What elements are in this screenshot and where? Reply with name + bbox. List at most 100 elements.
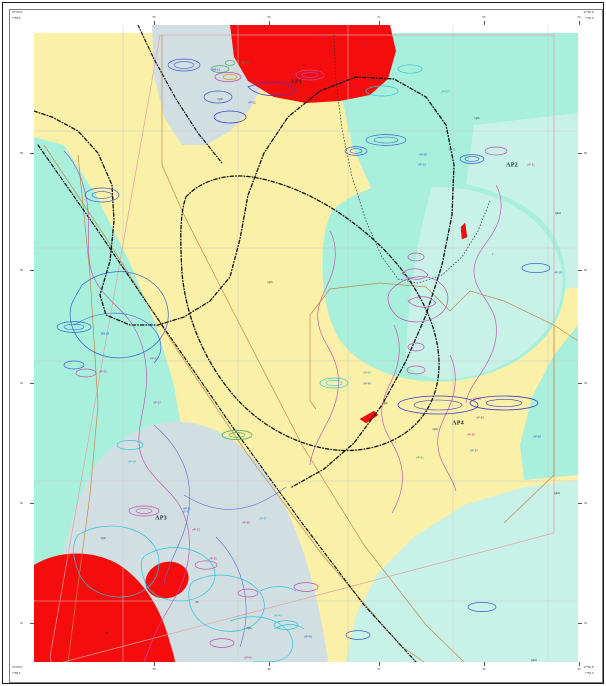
map-unit-label: Qm	[267, 280, 273, 284]
unit-polygon-red-southwest	[34, 553, 175, 662]
map-feature-label: AP-61	[416, 456, 424, 460]
map-feature-label: AP-31	[183, 507, 191, 511]
unit-polygon-palemint-centre	[406, 186, 563, 380]
graticule-tick-bottom	[379, 662, 380, 666]
graticule-tick-label-right: 54	[584, 381, 588, 385]
map-unit-label: Qm	[246, 626, 252, 630]
map-unit-label: r	[492, 252, 494, 256]
map-feature-label: AP-13	[418, 163, 426, 167]
graticule-tick-top	[269, 21, 270, 25]
red-sliver-centre	[359, 410, 379, 424]
corner-coordinate-top-left-lat: 37°56,6'	[12, 10, 23, 14]
map-unit-label: AP4	[452, 419, 464, 427]
map-feature-label: AP-49	[363, 382, 371, 386]
map-unit-label: Qmi	[530, 658, 538, 662]
unit-polygon-red-north	[230, 25, 396, 103]
map-feature-label: AP-35	[209, 557, 217, 561]
map-unit-label: AP2	[506, 161, 518, 169]
graticule-tick-right	[578, 383, 582, 384]
fault-line-major-northwest	[37, 144, 417, 662]
contour-loops	[69, 271, 449, 364]
map-feature-label: AP-09	[419, 153, 427, 157]
graticule-tick-label-top: 57	[377, 15, 381, 19]
map-feature-label: AP-57	[470, 449, 478, 453]
map-feature-label: AP-33	[192, 528, 200, 532]
map-unit-label: A1	[301, 63, 307, 67]
map-feature-label: MB-15	[101, 332, 109, 336]
map-feature-label: AP-19	[554, 271, 562, 275]
graticule-tick-label-top: 56	[267, 15, 271, 19]
red-sliver-northeast	[460, 222, 468, 240]
map-unit-label: Qmi	[553, 491, 561, 495]
map-feature-label: AP-01	[252, 78, 260, 82]
corner-coordinate-bottom-right-lat: 37°50,5'	[583, 664, 594, 669]
graticule-tick-label-left: 55	[20, 268, 24, 272]
unit-polygon-red-oval	[145, 561, 189, 599]
graticule-tick-left	[30, 383, 34, 384]
graticule-tick-bottom	[269, 662, 270, 666]
map-feature-label: AP-15	[361, 42, 369, 46]
corner-coordinate-top-right-lat: 37°56,6'	[583, 10, 594, 14]
graticule-tick-label-bottom: 55	[482, 667, 486, 671]
map-feature-label: AP-53	[476, 416, 484, 420]
stream-lines-magenta	[63, 150, 502, 662]
corner-coordinate-bottom-left-lat: 37°50,5'	[12, 664, 23, 669]
corner-coordinate-bottom-right-lon: 7°50,4'	[585, 670, 594, 675]
map-feature-label: AP-63	[363, 371, 371, 375]
map-unit-label: r	[395, 440, 397, 444]
unit-polygon-mint-southeast	[346, 480, 578, 662]
map-feature-label: AP-11	[448, 148, 456, 152]
fault-line-major-north	[137, 25, 223, 164]
graticule-tick-label-left: 52	[20, 501, 24, 505]
map-unit-label: AP3	[155, 514, 167, 522]
graticule-tick-left	[30, 270, 34, 271]
graticule-tick-top	[154, 21, 155, 25]
graticule-tick-label-right: 55	[584, 268, 588, 272]
graticule-tick-left	[30, 503, 34, 504]
map-feature-label: AP-55	[467, 433, 475, 437]
graticule-tick-right	[578, 623, 582, 624]
graticule-tick-right	[578, 503, 582, 504]
map-feature-label: AP-27	[153, 401, 161, 405]
corner-coordinate-top-right-lon: 7°50,2'	[585, 16, 594, 20]
graticule-tick-label-left: 54	[20, 381, 24, 385]
map-feature-label: MB-02	[241, 61, 249, 65]
map-unit-label: Qm	[382, 401, 388, 405]
survey-area-outline	[49, 34, 555, 662]
map-vector-layers	[34, 25, 578, 662]
graticule-tick-label-bottom: 57	[377, 667, 381, 671]
unit-polygon-mint-southeast-2	[520, 325, 578, 480]
graticule-tick-bottom	[154, 662, 155, 666]
graticule-tick-label-right: 51	[584, 621, 588, 625]
graticule-grid	[34, 25, 578, 662]
map-unit-label: Qm	[432, 427, 438, 431]
anomaly-boundary-centre	[180, 175, 440, 452]
map-feature-label: AP-29	[128, 460, 136, 464]
map-feature-label: AP-17	[319, 36, 327, 40]
map-feature-label: AP-21	[527, 163, 535, 167]
graticule-tick-left	[30, 623, 34, 624]
graticule-tick-bottom	[579, 662, 580, 666]
map-unit-label: M	[195, 600, 199, 604]
map-feature-label: MB-12	[212, 68, 220, 72]
map-unit-label: Qm	[100, 536, 106, 540]
anomaly-ellipses	[56, 58, 551, 648]
anomaly-subboundary-northeast	[333, 34, 491, 284]
map-unit-label: AP1	[290, 78, 302, 86]
graticule-tick-label-left: 51	[20, 621, 24, 625]
graticule-tick-right	[578, 153, 582, 154]
graticule-tick-top	[379, 21, 380, 25]
graticule-tick-label-right: 52	[584, 501, 588, 505]
graticule-tick-label-top: 55	[482, 15, 486, 19]
map-unit-label: Qm	[217, 97, 223, 101]
corner-coordinate-bottom-left-lon: 7°58,4'	[12, 670, 21, 675]
map-feature-label: AP-39	[157, 583, 165, 587]
map-feature-label: AP-23	[99, 370, 107, 374]
map-feature-label: AP-67	[182, 510, 190, 514]
graticule-tick-label-bottom: 56	[267, 667, 271, 671]
map-feature-label: AP-05	[352, 86, 360, 90]
graticule-tick-label-top: 53	[577, 15, 581, 19]
